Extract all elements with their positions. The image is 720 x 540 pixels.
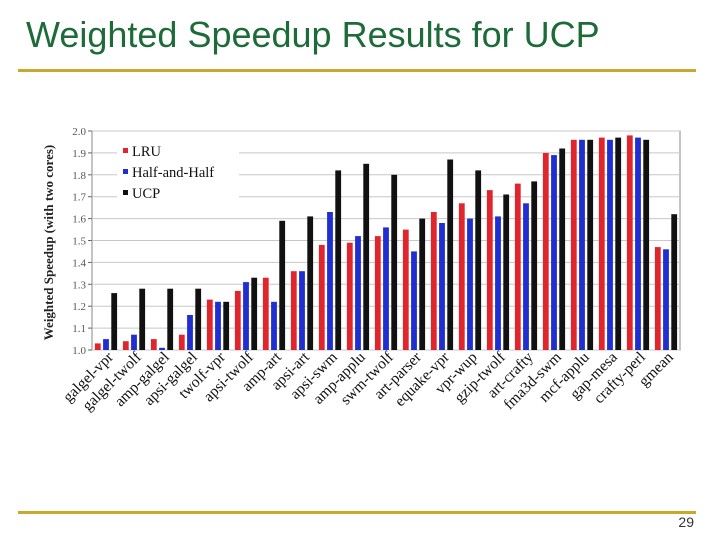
bar-lru [626,135,633,350]
y-tick-label: 2.0 [72,126,86,138]
bar-half-and-half [551,155,557,350]
bar-lru [290,271,297,350]
bar-half-and-half [467,218,473,350]
legend-label: Half-and-Half [132,165,214,181]
bar-half-and-half [299,271,305,350]
legend-swatch [123,148,128,153]
bar-ucp [587,139,594,350]
y-tick-label: 1.0 [72,345,86,357]
bar-lru [654,247,661,350]
bar-ucp [111,293,118,350]
bar-half-and-half [355,236,361,350]
bar-half-and-half [131,334,137,350]
legend-label: LRU [132,144,162,160]
bar-lru [122,341,129,350]
title-underline [18,69,696,72]
bar-half-and-half [607,139,613,350]
y-tick-label: 1.4 [72,257,86,269]
legend-swatch [123,169,128,174]
page-number: 29 [678,514,694,530]
bar-lru [150,339,157,350]
bar-lru [402,229,409,350]
bar-half-and-half [439,223,445,350]
y-tick-label: 1.5 [72,236,86,248]
y-tick-label: 1.1 [72,323,86,335]
bar-lru [178,334,185,350]
bar-ucp [503,194,510,350]
bar-lru [458,203,465,350]
bar-ucp [447,159,454,350]
y-tick-label: 1.3 [72,279,86,291]
bar-half-and-half [243,282,249,350]
bar-half-and-half [635,137,641,350]
bar-lru [570,139,577,350]
bar-ucp [671,214,678,350]
bar-lru [430,212,437,350]
bar-lru [346,242,353,350]
bar-lru [542,152,549,350]
bar-ucp [363,163,370,350]
legend-swatch [123,190,128,195]
bar-lru [206,299,213,350]
bar-ucp [475,170,482,350]
bar-half-and-half [663,249,669,350]
bar-ucp [391,174,398,350]
bar-lru [318,244,325,350]
bar-half-and-half [495,216,501,350]
bar-lru [486,190,493,350]
bar-half-and-half [271,301,277,350]
bar-ucp [167,288,174,350]
bar-lru [374,236,381,350]
bar-ucp [307,216,314,350]
bar-half-and-half [579,139,585,350]
bar-lru [94,343,101,350]
legend-box [117,139,239,206]
bar-lru [598,137,605,350]
y-axis-label: Weighted Speedup (with two cores) [41,145,56,340]
y-tick-label: 1.7 [72,192,86,204]
slide-title: Weighted Speedup Results for UCP [26,14,600,55]
bar-ucp [419,218,426,350]
bar-ucp [643,139,650,350]
legend-label: UCP [132,186,160,202]
bar-half-and-half [159,347,165,350]
bar-half-and-half [411,251,417,350]
bar-ucp [223,301,230,350]
bar-ucp [279,220,286,350]
bar-ucp [195,288,202,350]
bar-lru [234,290,241,350]
bar-half-and-half [103,339,109,350]
bar-half-and-half [523,203,529,350]
bar-ucp [615,137,622,350]
bar-half-and-half [383,227,389,350]
bar-half-and-half [215,301,221,350]
bar-ucp [251,277,258,350]
bar-lru [262,277,269,350]
y-tick-label: 1.8 [72,170,86,182]
bar-half-and-half [327,212,333,350]
bar-ucp [531,181,538,350]
bar-half-and-half [187,315,193,350]
bar-lru [514,183,521,350]
bar-ucp [335,170,342,350]
y-tick-label: 1.2 [72,301,86,313]
bar-ucp [139,288,146,350]
bar-ucp [559,148,566,350]
footer-rule [18,511,696,514]
y-tick-label: 1.9 [72,148,86,160]
y-tick-label: 1.6 [72,214,86,226]
